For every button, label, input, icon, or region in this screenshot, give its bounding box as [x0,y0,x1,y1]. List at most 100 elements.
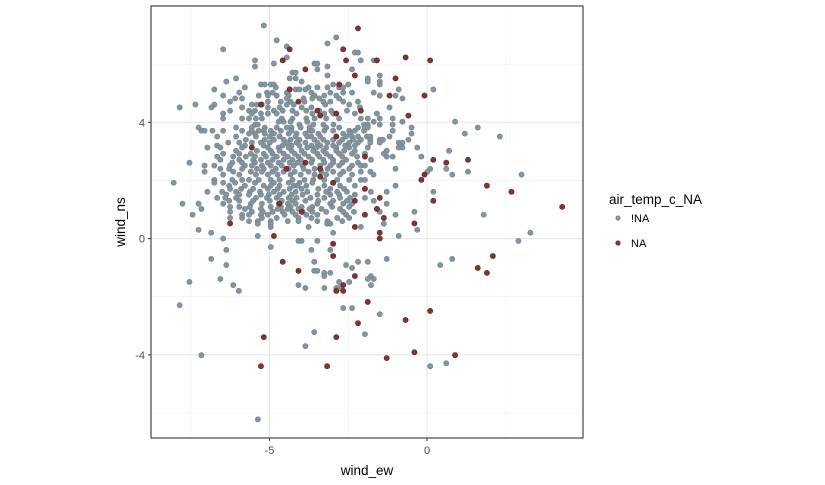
point-not-na [259,215,265,221]
point-not-na [362,162,368,169]
point-not-na [430,86,437,93]
point-not-na [327,269,334,276]
point-na [376,229,383,236]
point-not-na [246,211,252,218]
point-not-na [287,171,294,178]
x-axis: -5 0 [265,438,430,457]
point-na [465,156,471,163]
point-not-na [217,165,224,172]
point-not-na [266,133,273,140]
point-not-na [283,54,290,61]
point-not-na [414,226,421,233]
point-not-na [336,162,343,169]
legend-label-na: NA [631,238,647,250]
point-not-na [309,179,316,186]
point-not-na [265,185,271,192]
point-not-na [170,179,177,186]
point-not-na [220,115,227,122]
point-not-na [311,115,318,122]
point-not-na [214,194,221,201]
point-not-na [368,188,374,195]
point-not-na [259,115,265,122]
point-not-na [233,124,239,131]
point-na [227,220,233,227]
point-not-na [280,118,287,125]
point-not-na [310,121,317,128]
point-not-na [321,182,328,189]
point-not-na [474,124,481,131]
point-not-na [223,247,230,253]
point-not-na [351,110,358,117]
point-not-na [280,188,287,195]
point-not-na [236,171,243,178]
point-not-na [311,258,318,265]
point-not-na [246,130,252,137]
point-not-na [351,182,358,189]
point-not-na [292,188,299,195]
point-na [340,282,347,288]
point-not-na [211,179,218,186]
point-na [351,273,358,279]
point-not-na [330,81,337,88]
point-not-na [357,115,364,122]
point-not-na [270,188,277,195]
point-not-na [284,218,291,225]
point-not-na [304,144,311,151]
point-not-na [227,208,233,215]
point-not-na [314,218,321,225]
point-not-na [246,191,252,198]
point-na [355,320,361,327]
point-na [362,153,368,160]
point-not-na [285,130,292,137]
point-not-na [273,92,280,99]
point-not-na [346,278,353,285]
point-na [559,203,566,210]
point-not-na [253,147,260,154]
point-not-na [364,115,371,122]
point-not-na [376,115,383,122]
point-na [508,188,515,195]
y-axis-title: wind_ns [113,197,128,248]
point-not-na [267,224,274,230]
point-not-na [208,104,215,111]
point-not-na [351,191,358,198]
point-not-na [308,247,315,253]
point-not-na [334,176,341,183]
point-not-na [291,150,298,157]
point-not-na [239,165,245,172]
point-not-na [302,197,309,204]
point-na [443,159,450,166]
point-na [357,107,364,114]
point-na [421,92,428,99]
point-not-na [354,153,360,160]
point-not-na [204,188,211,195]
point-not-na [309,95,316,102]
point-not-na [289,176,296,183]
point-not-na [323,150,330,157]
point-not-na [321,285,328,291]
point-not-na [273,194,280,201]
point-not-na [195,200,202,207]
point-not-na [186,159,193,166]
point-not-na [265,104,271,111]
point-not-na [383,188,390,195]
point-not-na [226,165,233,172]
point-na [362,211,368,218]
point-na [411,349,418,356]
legend: air_temp_c_NA !NA NA [609,192,702,250]
point-not-na [292,133,299,140]
point-not-na [239,176,245,183]
point-not-na [362,194,368,201]
point-not-na [267,203,274,210]
point-not-na [279,107,286,114]
point-not-na [241,182,248,189]
point-not-na [392,165,399,172]
point-not-na [248,162,255,169]
point-not-na [211,162,218,169]
point-not-na [272,84,279,91]
point-not-na [220,127,227,134]
point-not-na [309,110,316,117]
point-not-na [198,206,205,212]
point-not-na [302,139,309,146]
